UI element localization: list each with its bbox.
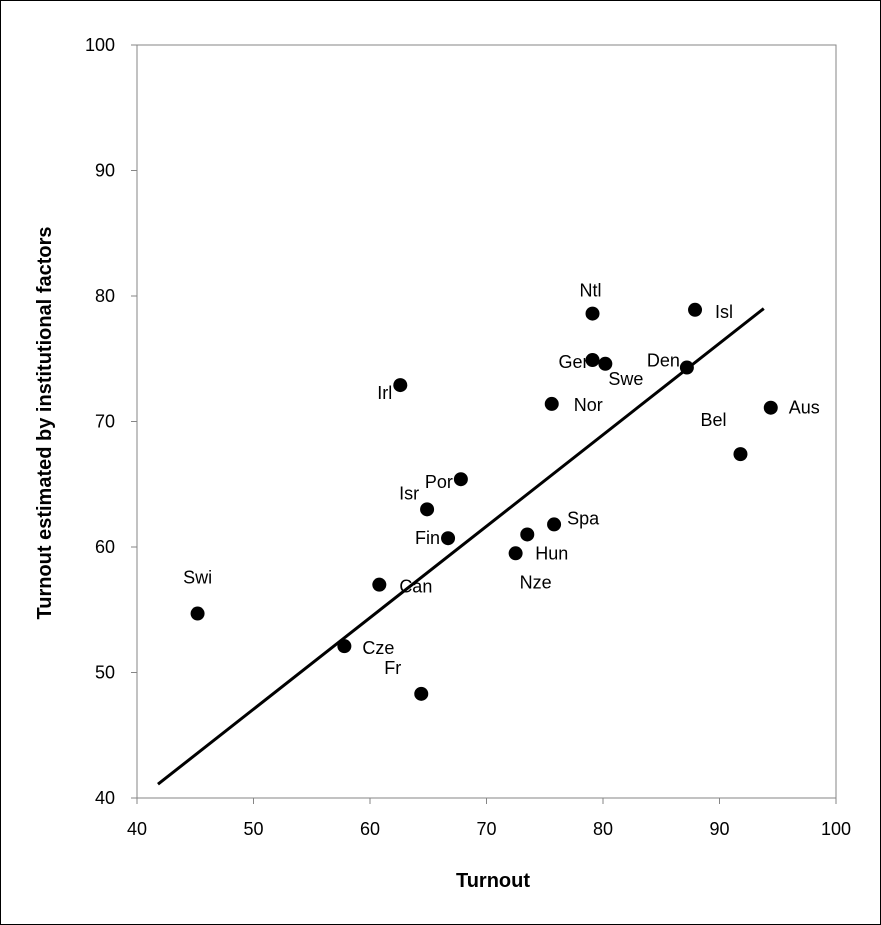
y-tick-label: 50 xyxy=(95,663,115,683)
point-label-den: Den xyxy=(647,351,680,371)
data-point-ger xyxy=(585,353,600,368)
data-point-can xyxy=(372,577,387,592)
x-tick-label: 90 xyxy=(709,819,729,839)
point-label-nze: Nze xyxy=(520,572,552,592)
point-labels: Swi Cze Can Irl Fr Isr Fin Por Nze Hun Nor Spa Ntl Ge… xyxy=(183,281,820,678)
data-point-fr xyxy=(414,686,429,701)
y-axis-title: Turnout estimated by institutional facto… xyxy=(34,227,56,620)
y-tick-label: 40 xyxy=(95,788,115,808)
point-label-por: Por xyxy=(425,472,453,492)
y-tick-label: 60 xyxy=(95,537,115,557)
data-point-isr xyxy=(420,502,435,517)
x-tick-label: 60 xyxy=(360,819,380,839)
x-tick-label: 50 xyxy=(243,819,263,839)
point-label-irl: Irl xyxy=(377,383,392,403)
data-point-isl xyxy=(688,302,703,317)
x-tick-label: 80 xyxy=(593,819,613,839)
data-point-den xyxy=(679,360,694,375)
point-label-fr: Fr xyxy=(384,658,401,678)
data-point-fin xyxy=(441,531,456,546)
data-point-aus xyxy=(763,400,778,415)
point-label-isr: Isr xyxy=(399,483,419,503)
point-label-hun: Hun xyxy=(535,543,568,563)
data-point-por xyxy=(453,472,468,487)
data-point-hun xyxy=(520,527,535,542)
data-point-irl xyxy=(393,378,408,393)
trendline xyxy=(157,307,765,786)
point-label-ntl: Ntl xyxy=(580,281,602,301)
x-tick-label: 70 xyxy=(476,819,496,839)
trendline-group xyxy=(157,307,765,786)
point-label-cze: Cze xyxy=(362,638,394,658)
data-point-bel xyxy=(733,447,748,462)
tick-labels: 40 50 60 70 80 90 100 40 50 60 70 80 90 100 xyxy=(85,35,851,839)
axes xyxy=(131,44,837,804)
y-tick-label: 80 xyxy=(95,286,115,306)
x-axis-title: Turnout xyxy=(456,870,530,892)
data-point-ntl xyxy=(585,306,600,321)
y-tick-label: 70 xyxy=(95,412,115,432)
data-point-swi xyxy=(190,606,205,621)
data-point-spa xyxy=(547,517,562,532)
point-label-can: Can xyxy=(399,577,432,597)
point-label-fin: Fin xyxy=(415,528,440,548)
plot-area-border xyxy=(136,44,837,799)
point-label-swe: Swe xyxy=(608,369,643,389)
y-tick-label: 100 xyxy=(85,35,115,55)
point-label-spa: Spa xyxy=(567,508,600,528)
y-tick-label: 90 xyxy=(95,161,115,181)
point-label-bel: Bel xyxy=(700,410,726,430)
data-point-nor xyxy=(544,396,559,411)
point-label-ger: Ger xyxy=(558,352,588,372)
point-label-isl: Isl xyxy=(715,302,733,322)
x-tick-label: 100 xyxy=(821,819,851,839)
x-tick-label: 40 xyxy=(127,819,147,839)
data-point-cze xyxy=(337,639,352,654)
data-point-nze xyxy=(508,546,523,561)
point-label-swi: Swi xyxy=(183,568,212,588)
data-point-swe xyxy=(598,356,613,371)
point-label-aus: Aus xyxy=(789,398,820,418)
point-label-nor: Nor xyxy=(574,395,603,415)
points-group xyxy=(190,302,778,701)
